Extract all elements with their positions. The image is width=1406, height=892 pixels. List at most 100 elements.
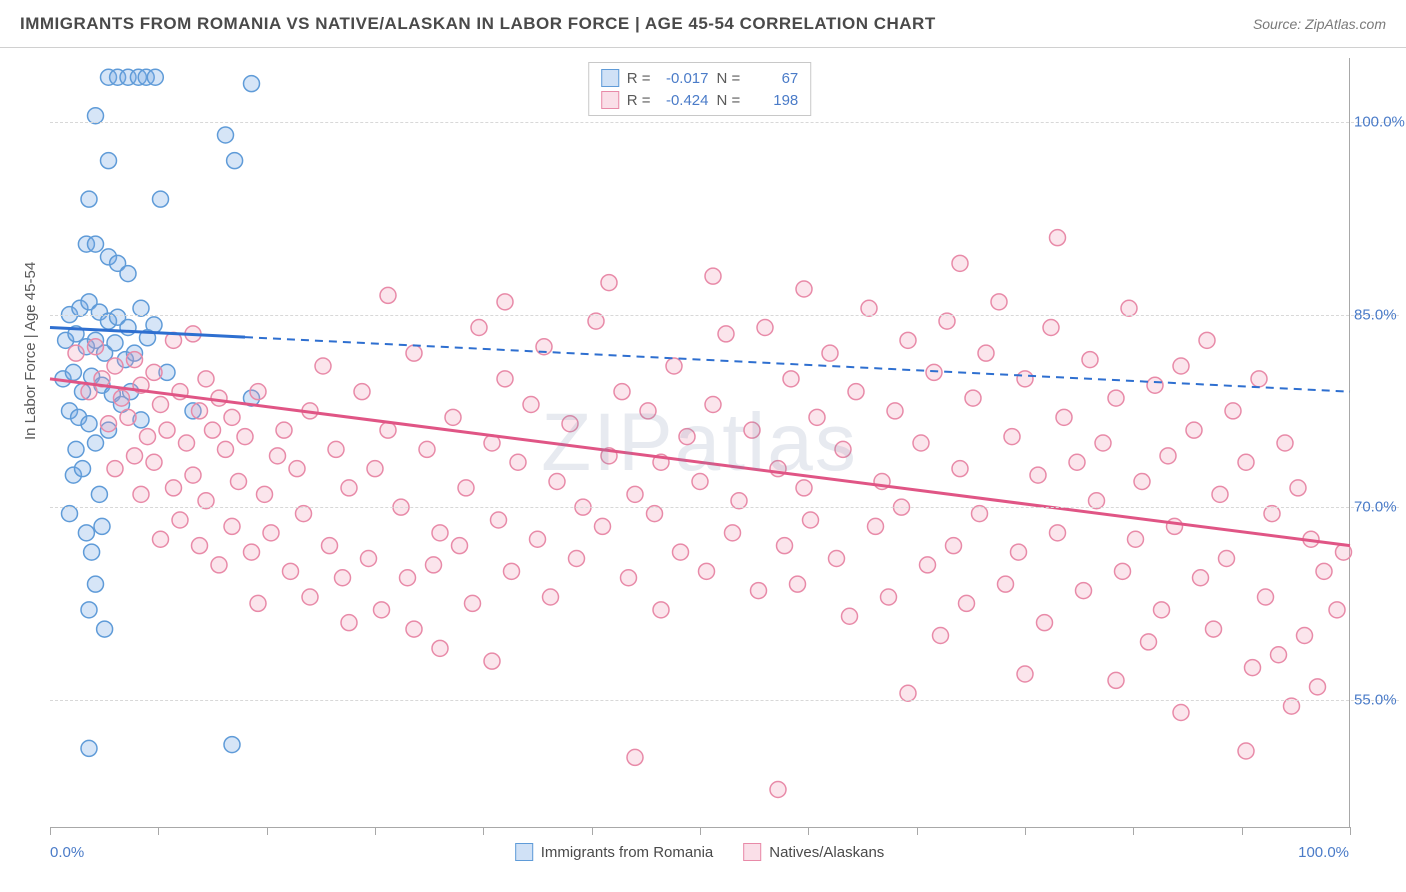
scatter-point [276, 422, 292, 438]
scatter-point [1329, 602, 1345, 618]
scatter-point [1167, 518, 1183, 534]
scatter-point [1238, 454, 1254, 470]
legend-swatch-pink [601, 91, 619, 109]
x-tick [808, 827, 809, 835]
scatter-point [705, 268, 721, 284]
scatter-point [1154, 602, 1170, 618]
scatter-point [1199, 332, 1215, 348]
scatter-point [595, 518, 611, 534]
scatter-point [725, 525, 741, 541]
scatter-point [998, 576, 1014, 592]
scatter-point [192, 403, 208, 419]
scatter-point [140, 429, 156, 445]
scatter-point [367, 461, 383, 477]
scatter-point [1004, 429, 1020, 445]
r-label: R = [627, 70, 651, 87]
r-value: -0.017 [659, 70, 709, 87]
scatter-point [1238, 743, 1254, 759]
x-tick [1025, 827, 1026, 835]
scatter-point [978, 345, 994, 361]
scatter-point [666, 358, 682, 374]
scatter-point [354, 384, 370, 400]
legend-series-item: Immigrants from Romania [515, 843, 714, 861]
scatter-point [1076, 583, 1092, 599]
scatter-point [1037, 615, 1053, 631]
scatter-point [283, 563, 299, 579]
scatter-point [1030, 467, 1046, 483]
scatter-point [289, 461, 305, 477]
scatter-point [952, 255, 968, 271]
scatter-point [101, 416, 117, 432]
scatter-point [1050, 525, 1066, 541]
scatter-point [91, 486, 107, 502]
scatter-point [530, 531, 546, 547]
scatter-point [549, 474, 565, 490]
scatter-point [491, 512, 507, 528]
scatter-point [270, 448, 286, 464]
x-tick [592, 827, 593, 835]
scatter-point [601, 275, 617, 291]
x-tick [1350, 827, 1351, 835]
n-label: N = [717, 92, 741, 109]
scatter-point [250, 595, 266, 611]
gridline [50, 315, 1399, 316]
scatter-point [192, 538, 208, 554]
scatter-point [1108, 390, 1124, 406]
scatter-point [400, 570, 416, 586]
scatter-point [1147, 377, 1163, 393]
scatter-point [263, 525, 279, 541]
scatter-point [569, 551, 585, 567]
scatter-point [926, 364, 942, 380]
scatter-point [341, 615, 357, 631]
scatter-point [231, 474, 247, 490]
scatter-point [1056, 409, 1072, 425]
gridline [50, 507, 1399, 508]
scatter-point [237, 429, 253, 445]
scatter-point [1173, 705, 1189, 721]
x-tick [1133, 827, 1134, 835]
scatter-point [1186, 422, 1202, 438]
scatter-point [614, 384, 630, 400]
scatter-point [770, 782, 786, 798]
scatter-point [822, 345, 838, 361]
scatter-point [991, 294, 1007, 310]
scatter-point [159, 422, 175, 438]
scatter-point [1050, 230, 1066, 246]
scatter-point [1043, 320, 1059, 336]
scatter-point [497, 294, 513, 310]
scatter-point [153, 191, 169, 207]
scatter-point [913, 435, 929, 451]
scatter-point [1212, 486, 1228, 502]
y-tick-label: 55.0% [1354, 691, 1404, 708]
r-value: -0.424 [659, 92, 709, 109]
scatter-point [1017, 666, 1033, 682]
scatter-point [211, 390, 227, 406]
scatter-point [621, 570, 637, 586]
scatter-point [198, 371, 214, 387]
scatter-point [1225, 403, 1241, 419]
gridline [50, 122, 1399, 123]
x-tick [917, 827, 918, 835]
scatter-point [328, 441, 344, 457]
n-label: N = [717, 70, 741, 87]
scatter-point [224, 518, 240, 534]
scatter-point [88, 339, 104, 355]
scatter-point [1290, 480, 1306, 496]
scatter-point [361, 551, 377, 567]
legend-swatch-pink [743, 843, 761, 861]
x-tick [375, 827, 376, 835]
x-tick [700, 827, 701, 835]
scatter-point [1160, 448, 1176, 464]
scatter-point [81, 740, 97, 756]
scatter-point [153, 397, 169, 413]
scatter-point [84, 544, 100, 560]
scatter-point [335, 570, 351, 586]
scatter-point [1245, 660, 1261, 676]
scatter-point [1108, 672, 1124, 688]
legend-stats-row: R = -0.424 N = 198 [601, 89, 799, 111]
scatter-point [1115, 563, 1131, 579]
scatter-point [147, 69, 163, 85]
scatter-point [107, 461, 123, 477]
header-bar: IMMIGRANTS FROM ROMANIA VS NATIVE/ALASKA… [0, 0, 1406, 48]
scatter-point [218, 441, 234, 457]
